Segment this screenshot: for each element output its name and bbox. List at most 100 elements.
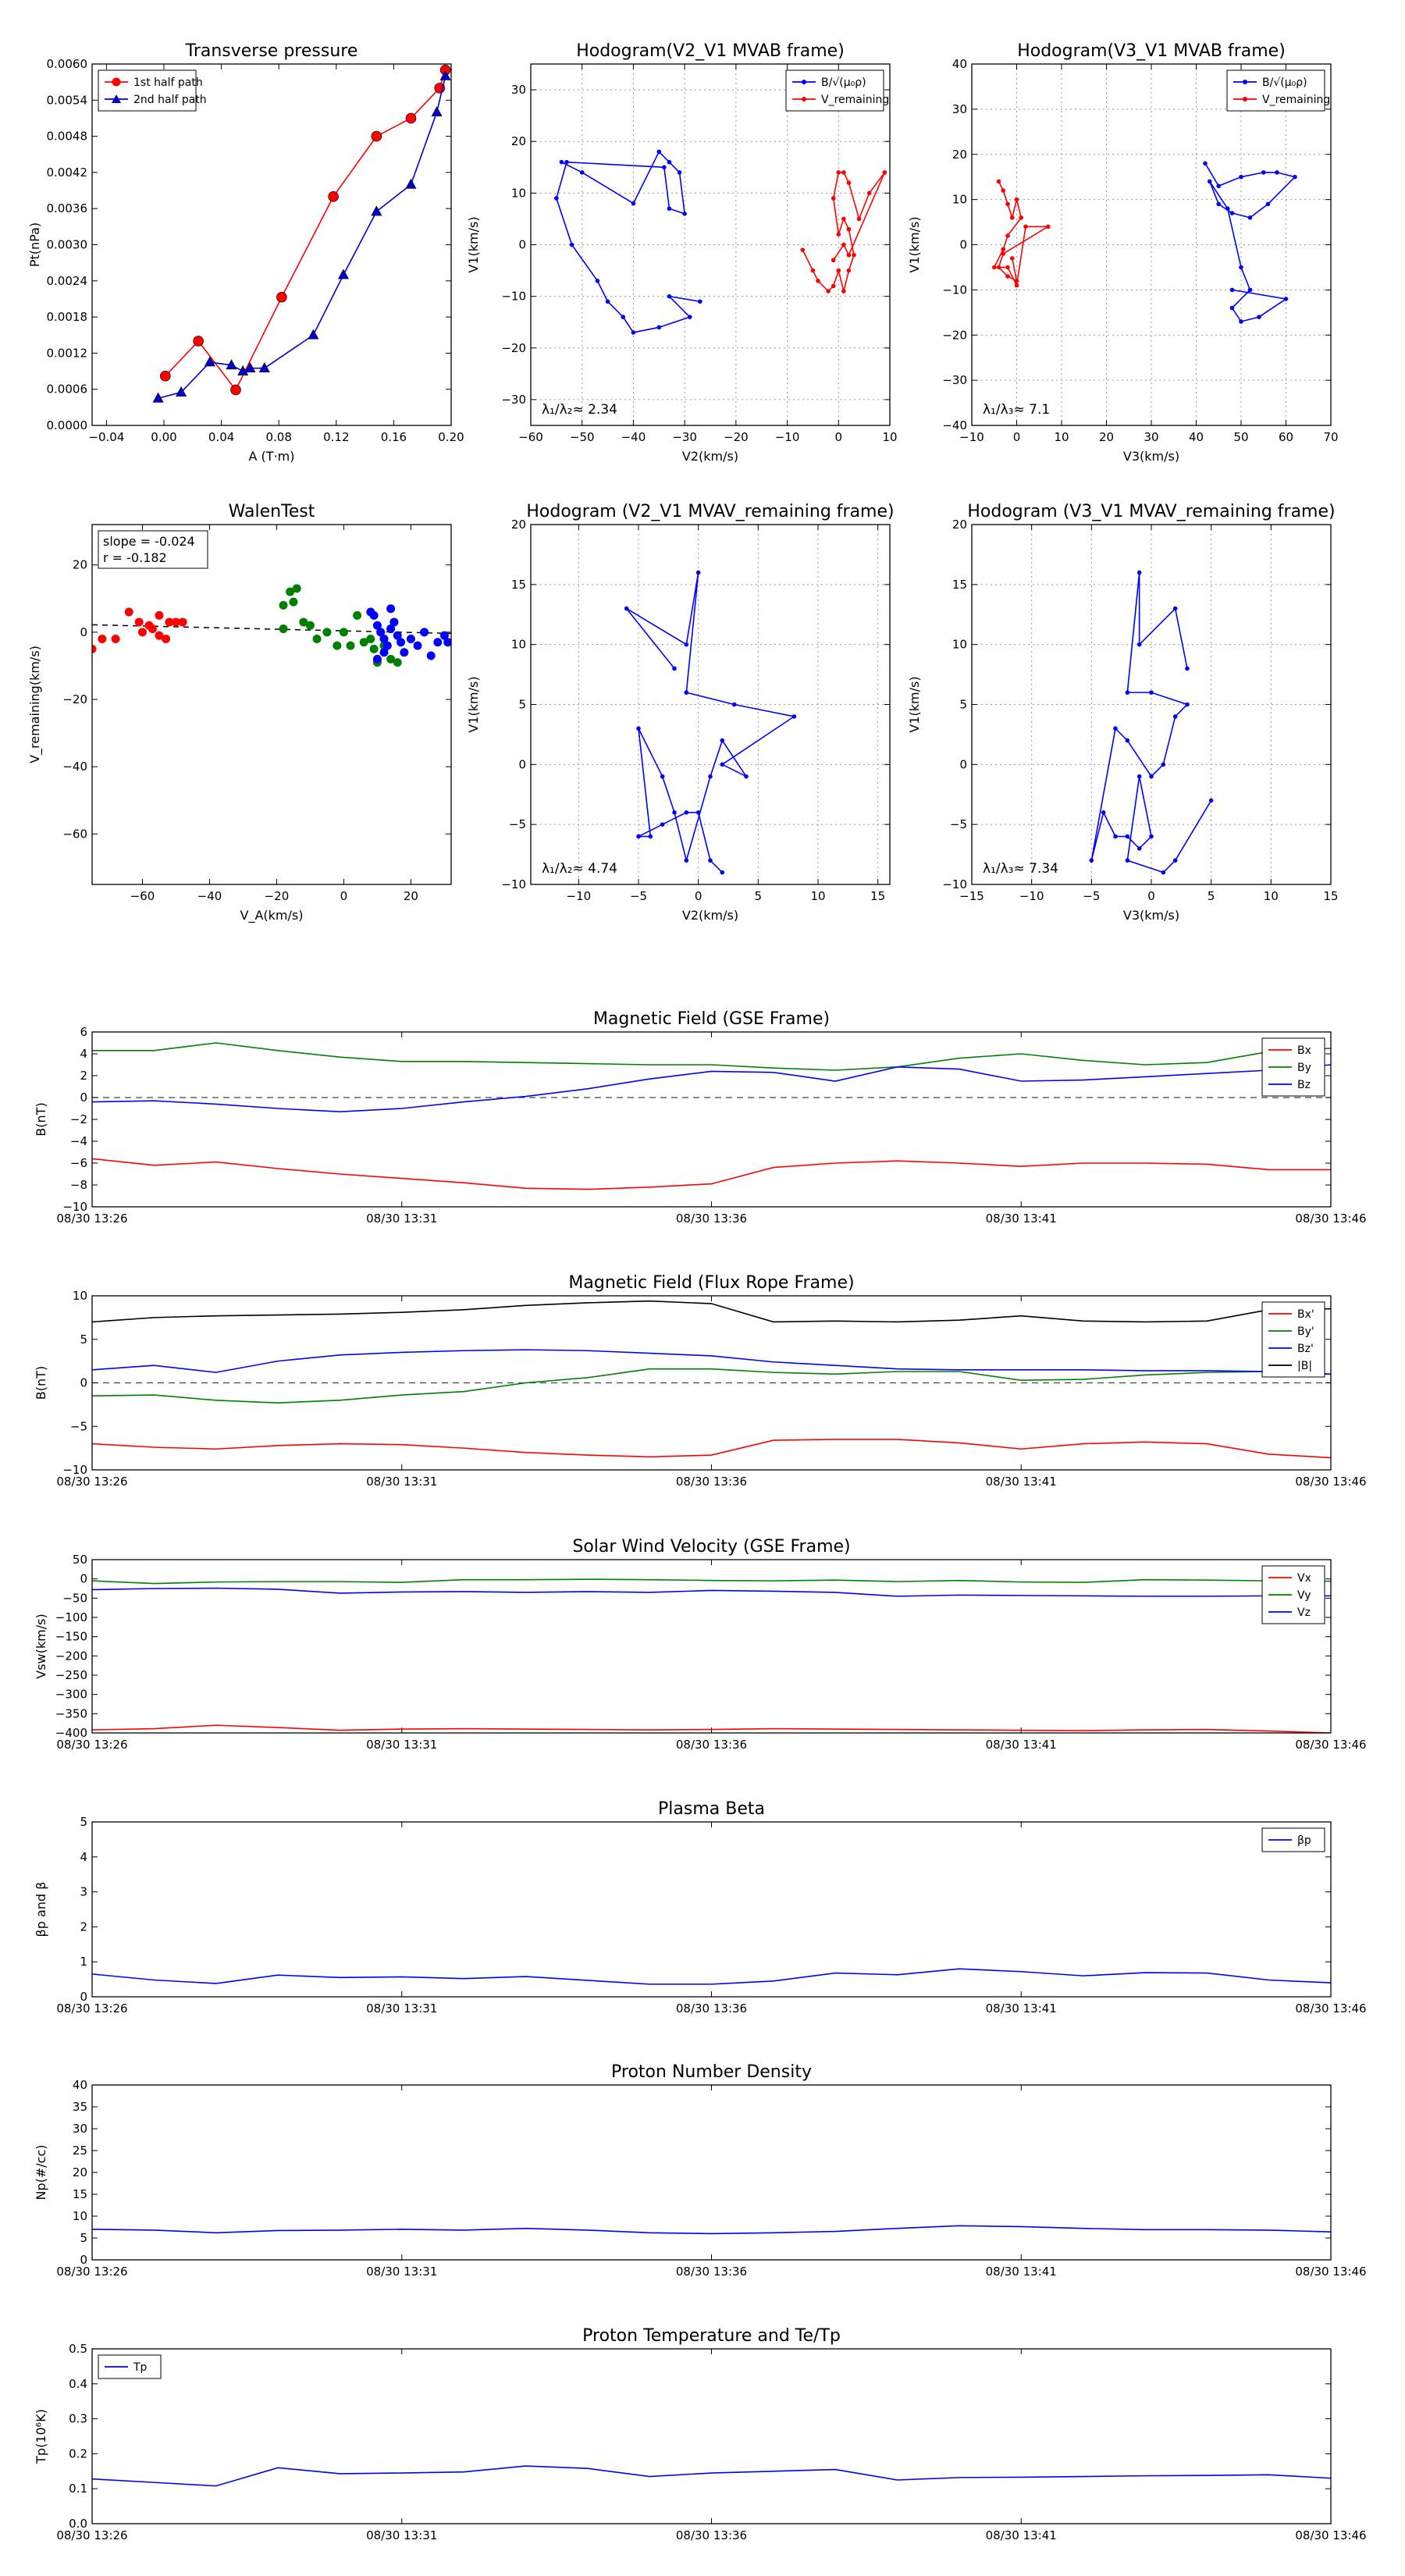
data-point xyxy=(866,190,872,196)
series-line xyxy=(802,172,886,293)
x-tick-label: 0.16 xyxy=(381,430,407,444)
data-point xyxy=(996,265,1001,270)
y-tick-label: −10 xyxy=(62,1200,87,1214)
data-point xyxy=(111,634,120,643)
axes-frame xyxy=(91,63,452,426)
x-tick-label: 30 xyxy=(1144,430,1158,444)
y-tick-label: 0 xyxy=(80,625,87,639)
data-point xyxy=(1161,870,1166,875)
data-point xyxy=(1005,274,1010,279)
data-point xyxy=(1125,738,1130,743)
x-tick-label: 08/30 13:41 xyxy=(986,2528,1057,2542)
y-tick-label: −8 xyxy=(70,1178,87,1192)
x-tick-label: 10 xyxy=(882,430,897,444)
data-point xyxy=(708,858,713,863)
data-point xyxy=(1239,319,1243,324)
y-tick-label: 15 xyxy=(511,578,526,592)
y-tick-label: −300 xyxy=(55,1688,87,1702)
y-tick-label: 0.0036 xyxy=(47,201,88,215)
data-point xyxy=(1014,279,1019,283)
data-point xyxy=(148,624,157,634)
x-tick-label: 0.20 xyxy=(438,430,464,444)
data-point xyxy=(684,642,689,647)
x-tick-label: 08/30 13:46 xyxy=(1295,2265,1366,2279)
data-point xyxy=(1149,774,1154,779)
y-tick-label: −4 xyxy=(70,1134,87,1148)
x-tick-label: −60 xyxy=(518,430,543,444)
annotation-text: λ₁/λ₂≈ 4.74 xyxy=(542,861,617,877)
y-axis-label: B(nT) xyxy=(34,1366,48,1400)
data-point xyxy=(386,604,396,614)
data-point xyxy=(230,384,241,396)
data-point xyxy=(1125,690,1130,695)
y-tick-label: 0.0048 xyxy=(47,130,88,144)
data-point xyxy=(176,386,187,397)
grid xyxy=(531,524,890,885)
legend-box xyxy=(1226,69,1325,112)
series-line xyxy=(92,1349,1331,1375)
y-tick-label: 20 xyxy=(73,558,87,572)
legend-label: Vz xyxy=(1297,1606,1311,1619)
y-tick-label: 10 xyxy=(73,2209,87,2223)
data-point xyxy=(405,112,417,124)
data-point xyxy=(624,606,629,611)
y-tick-label: 0 xyxy=(80,2253,87,2267)
data-point xyxy=(1005,233,1010,238)
series-line xyxy=(92,1968,1331,1985)
x-tick-label: 10 xyxy=(1264,889,1279,903)
data-point xyxy=(841,289,846,294)
data-point xyxy=(433,638,443,647)
y-tick-label: −2 xyxy=(70,1112,87,1126)
data-point xyxy=(420,628,429,637)
y-tick-label: −250 xyxy=(55,1668,87,1682)
y-axis-label: V1(km/s) xyxy=(466,676,481,732)
chart-title: Magnetic Field (GSE Frame) xyxy=(593,1009,830,1029)
y-tick-label: 40 xyxy=(952,57,967,71)
y-tick-label: −10 xyxy=(62,1463,87,1477)
data-point xyxy=(1207,179,1212,184)
data-point xyxy=(846,268,852,273)
data-point xyxy=(286,587,295,596)
data-point xyxy=(1247,287,1253,293)
data-point xyxy=(1161,762,1166,767)
data-point xyxy=(379,634,389,643)
y-tick-label: 5 xyxy=(80,1332,87,1347)
y-tick-label: 30 xyxy=(952,102,967,116)
legend-label: |B| xyxy=(1297,1360,1312,1372)
data-point xyxy=(244,362,256,372)
y-tick-label: −40 xyxy=(942,418,967,432)
data-point xyxy=(1113,834,1118,839)
legend-label: Tp xyxy=(133,2361,148,2374)
legend-label: βp xyxy=(1297,1834,1311,1847)
chart-title: Plasma Beta xyxy=(658,1799,765,1819)
x-tick-label: 08/30 13:31 xyxy=(366,2265,437,2279)
series-group xyxy=(92,1300,1331,1459)
y-tick-label: 0 xyxy=(959,757,967,771)
series-line xyxy=(92,1724,1331,1733)
x-tick-label: −40 xyxy=(621,430,646,444)
data-point xyxy=(389,617,399,627)
data-point xyxy=(397,638,406,647)
x-tick-label: 0 xyxy=(1013,430,1021,444)
data-point xyxy=(841,242,846,247)
data-point xyxy=(720,870,725,875)
data-point xyxy=(134,617,144,627)
y-tick-label: −30 xyxy=(501,393,526,407)
data-point xyxy=(1001,188,1006,193)
annotation-box xyxy=(98,530,208,569)
chart-title: Hodogram(V2_V1 MVAB frame) xyxy=(576,41,845,61)
y-tick-label: 5 xyxy=(959,698,967,712)
x-tick-label: −5 xyxy=(1083,889,1100,903)
data-point xyxy=(656,325,662,330)
data-point xyxy=(1014,197,1019,202)
series-line xyxy=(556,151,700,333)
data-point xyxy=(810,268,816,273)
data-point xyxy=(443,638,451,647)
data-point xyxy=(996,179,1001,184)
data-point xyxy=(836,170,841,175)
x-tick-label: −30 xyxy=(672,430,697,444)
data-point xyxy=(1136,570,1142,575)
data-point xyxy=(559,159,564,165)
y-tick-label: 3 xyxy=(80,1885,87,1899)
